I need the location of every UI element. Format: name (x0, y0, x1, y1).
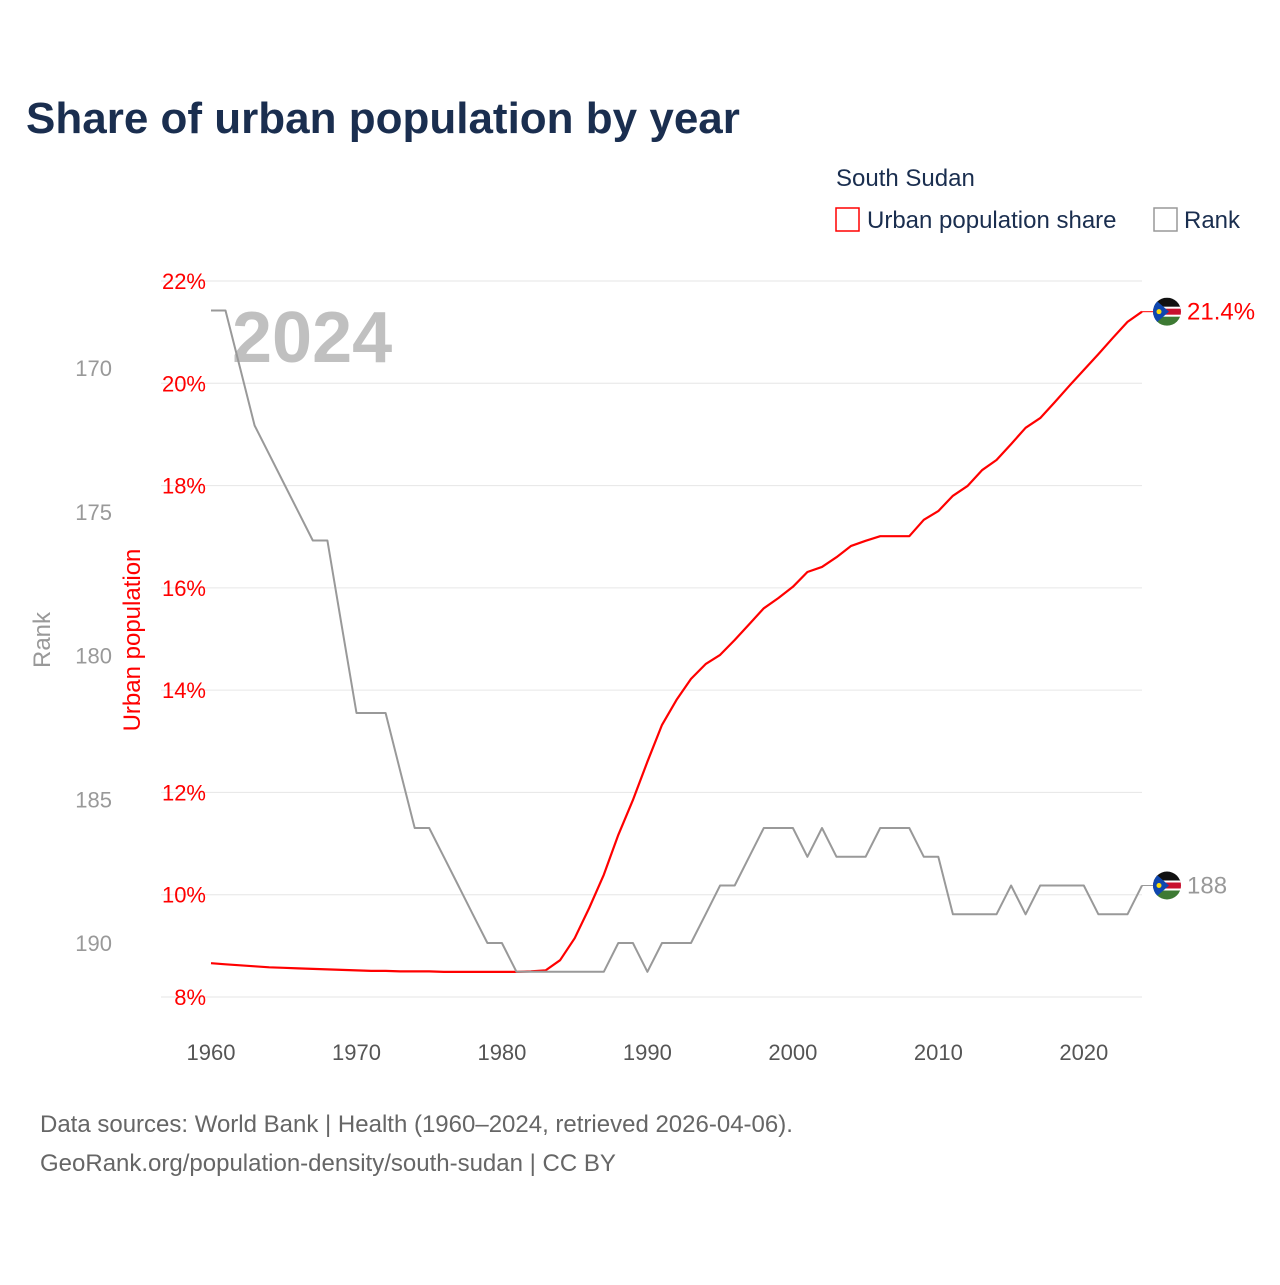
y-tick-label-percent: 8% (174, 985, 206, 1010)
flag-body (1153, 871, 1181, 900)
legend-swatch-rank (1153, 207, 1178, 232)
flag-stripe-green (1153, 890, 1181, 900)
flag-star (1156, 309, 1162, 315)
year-watermark: 2024 (232, 298, 392, 378)
legend-label-urban: Urban population share (867, 207, 1117, 234)
south-sudan-flag-icon (1153, 297, 1181, 326)
x-tick-label: 2000 (768, 1040, 817, 1065)
y-tick-label-percent: 22% (162, 269, 206, 294)
y-axis-label-rank: Rank (29, 611, 56, 668)
x-tick-label: 2010 (914, 1040, 963, 1065)
flag-stripe-green (1153, 316, 1181, 326)
legend-label-rank: Rank (1184, 207, 1241, 234)
legend-title: South Sudan (836, 165, 975, 192)
flag-stripe-black (1153, 297, 1181, 308)
y-axis-label-urban: Urban population (119, 549, 146, 732)
x-tick-label: 1980 (477, 1040, 526, 1065)
legend-swatch-urban (835, 207, 860, 232)
y-tick-label-percent: 12% (162, 780, 206, 805)
end-label-urban: 21.4% (1187, 299, 1255, 326)
x-tick-label: 2020 (1059, 1040, 1108, 1065)
y-tick-label-percent: 10% (162, 883, 206, 908)
chart-title: Share of urban population by year (26, 94, 740, 143)
y-tick-label-rank: 185 (75, 787, 112, 812)
y-tick-label-rank: 175 (75, 500, 112, 525)
urban-share-line (210, 310, 1143, 974)
y-tick-label-rank: 190 (75, 931, 112, 956)
x-tick-label: 1970 (332, 1040, 381, 1065)
footer-sources: Data sources: World Bank | Health (1960–… (40, 1111, 793, 1138)
south-sudan-flag-icon (1153, 871, 1181, 900)
footer-link[interactable]: GeoRank.org/population-density/south-sud… (40, 1150, 616, 1177)
y-tick-label-percent: 18% (162, 474, 206, 499)
x-tick-label: 1990 (623, 1040, 672, 1065)
rank-line (211, 309, 1143, 973)
y-tick-label-rank: 170 (75, 356, 112, 381)
end-label-rank: 188 (1187, 873, 1227, 900)
flag-stripe-black (1153, 871, 1181, 882)
flag-star (1156, 883, 1162, 888)
x-tick-label: 1960 (187, 1040, 236, 1065)
y-tick-label-percent: 14% (162, 678, 206, 703)
flag-body (1153, 297, 1181, 326)
y-tick-label-rank: 180 (75, 644, 112, 669)
y-tick-label-percent: 16% (162, 576, 206, 601)
y-tick-label-percent: 20% (162, 371, 206, 396)
